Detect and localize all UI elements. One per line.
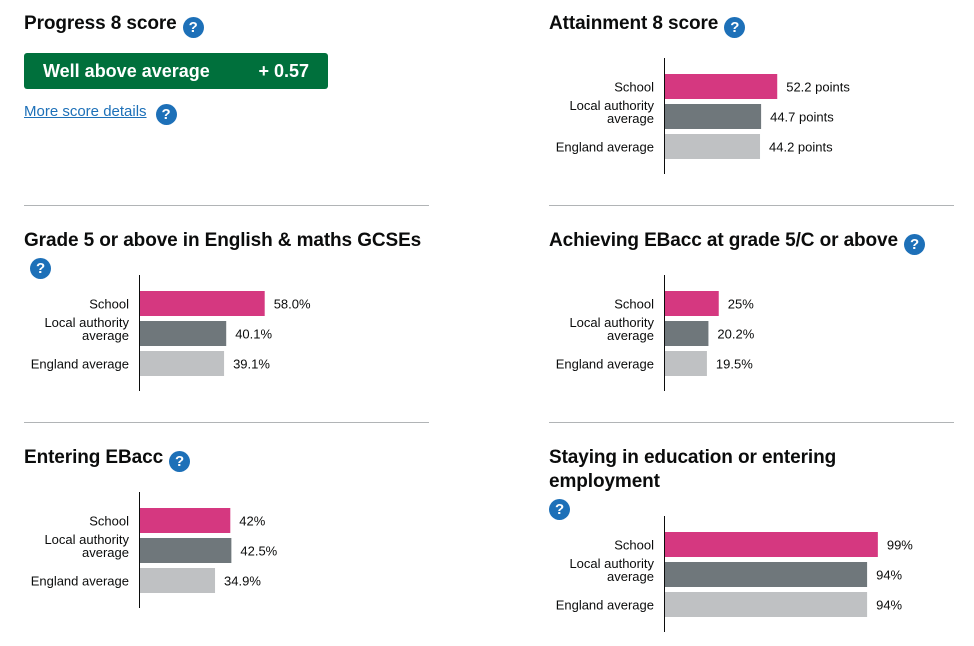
category-label: England average <box>556 140 654 155</box>
category-label: Local authority <box>44 532 129 547</box>
category-label: average <box>607 111 654 126</box>
staying-education-chart: 99% School 94% Local authority average 94% Eng… <box>549 516 949 634</box>
attainment8-title: Attainment 8 score <box>549 13 719 34</box>
category-label: England average <box>31 357 129 372</box>
value-label: 58.0% <box>274 297 311 312</box>
bar-school <box>140 291 265 316</box>
value-label: 44.7 points <box>770 110 834 125</box>
entering-ebacc-panel: Entering EBacc? <box>24 446 429 472</box>
more-score-details-label[interactable]: More score details <box>24 103 147 120</box>
ebacc-achieving-chart: 25% School 20.2% Local authority average 19.5… <box>549 275 949 393</box>
value-label: 94% <box>876 568 902 583</box>
grade5-chart: 58.0% School 40.1% Local authority average 39… <box>24 275 424 393</box>
category-label: School <box>614 538 654 553</box>
attainment8-heading: Attainment 8 score? <box>549 12 954 38</box>
category-label: England average <box>556 357 654 372</box>
bar-england <box>665 351 707 376</box>
entering-ebacc-chart: 42% School 42.5% Local authority average 34.9… <box>24 492 424 610</box>
progress8-panel: Progress 8 score? <box>24 12 429 38</box>
progress8-title: Progress 8 score <box>24 13 177 34</box>
value-label: 99% <box>887 538 913 553</box>
bar-england <box>140 568 216 593</box>
bar-school <box>665 532 878 557</box>
question-mark-icon[interactable]: ? <box>155 104 177 125</box>
value-label: 42% <box>239 514 265 529</box>
question-mark-icon[interactable]: ? <box>903 234 925 255</box>
bar-school <box>665 74 778 99</box>
bar-local <box>665 562 868 587</box>
bar-england <box>665 592 868 617</box>
value-label: 42.5% <box>240 544 277 559</box>
grade5-heading: Grade 5 or above in English & maths GCSE… <box>24 229 429 279</box>
divider <box>24 422 429 423</box>
bar-chart-svg: 52.2 points School 44.7 points Local author… <box>556 58 850 174</box>
value-label: 19.5% <box>716 357 753 372</box>
bar-local <box>665 104 762 129</box>
divider <box>549 205 954 206</box>
value-label: 44.2 points <box>769 140 833 155</box>
staying-education-title: Staying in education or entering employm… <box>549 447 837 492</box>
category-label: England average <box>556 598 654 613</box>
category-label: Local authority <box>569 315 654 330</box>
ebacc-achieving-title: Achieving EBacc at grade 5/C or above <box>549 230 898 251</box>
question-mark-icon[interactable]: ? <box>549 499 570 520</box>
bar-england <box>665 134 761 159</box>
value-label: 39.1% <box>233 357 270 372</box>
question-mark-icon[interactable]: ? <box>30 258 51 279</box>
question-mark-icon[interactable]: ? <box>724 17 746 38</box>
bar-local <box>665 321 709 346</box>
progress8-band: Well above average <box>43 61 210 81</box>
value-label: 94% <box>876 598 902 613</box>
bar-local <box>140 538 232 563</box>
value-label: 40.1% <box>235 327 272 342</box>
progress8-band-tag: Well above average + 0.57 <box>24 53 328 89</box>
progress8-score: + 0.57 <box>258 61 309 81</box>
value-label: 34.9% <box>224 574 261 589</box>
grade5-title: Grade 5 or above in English & maths GCSE… <box>24 230 422 251</box>
category-label: Local authority <box>44 315 129 330</box>
category-label: average <box>82 545 129 560</box>
category-label: average <box>82 328 129 343</box>
category-label: School <box>89 514 129 529</box>
value-label: 20.2% <box>717 327 754 342</box>
category-label: School <box>614 80 654 95</box>
category-label: Local authority <box>569 98 654 113</box>
more-score-details-link[interactable]: More score details? <box>24 103 177 125</box>
ebacc-achieving-panel: Achieving EBacc at grade 5/C or above? <box>549 229 954 255</box>
question-mark-icon[interactable]: ? <box>182 17 204 38</box>
value-label: 25% <box>728 297 754 312</box>
grade5-panel: Grade 5 or above in English & maths GCSE… <box>24 229 429 279</box>
category-label: School <box>614 297 654 312</box>
ebacc-achieving-heading: Achieving EBacc at grade 5/C or above? <box>549 229 954 255</box>
entering-ebacc-heading: Entering EBacc? <box>24 446 429 472</box>
progress8-heading: Progress 8 score? <box>24 12 429 38</box>
divider <box>24 205 429 206</box>
category-label: average <box>607 328 654 343</box>
category-label: School <box>89 297 129 312</box>
divider <box>549 422 954 423</box>
category-label: average <box>607 569 654 584</box>
bar-school <box>665 291 719 316</box>
attainment8-panel: Attainment 8 score? <box>549 12 954 38</box>
bar-england <box>140 351 225 376</box>
category-label: England average <box>31 574 129 589</box>
bar-local <box>140 321 227 346</box>
entering-ebacc-title: Entering EBacc <box>24 447 164 468</box>
staying-education-panel: Staying in education or entering employm… <box>549 446 949 520</box>
staying-education-heading: Staying in education or entering employm… <box>549 446 949 520</box>
category-label: Local authority <box>569 556 654 571</box>
question-mark-icon[interactable]: ? <box>169 451 191 472</box>
attainment8-chart: 52.2 points School 44.7 points Local author… <box>549 58 949 176</box>
bar-school <box>140 508 231 533</box>
value-label: 52.2 points <box>786 80 850 95</box>
